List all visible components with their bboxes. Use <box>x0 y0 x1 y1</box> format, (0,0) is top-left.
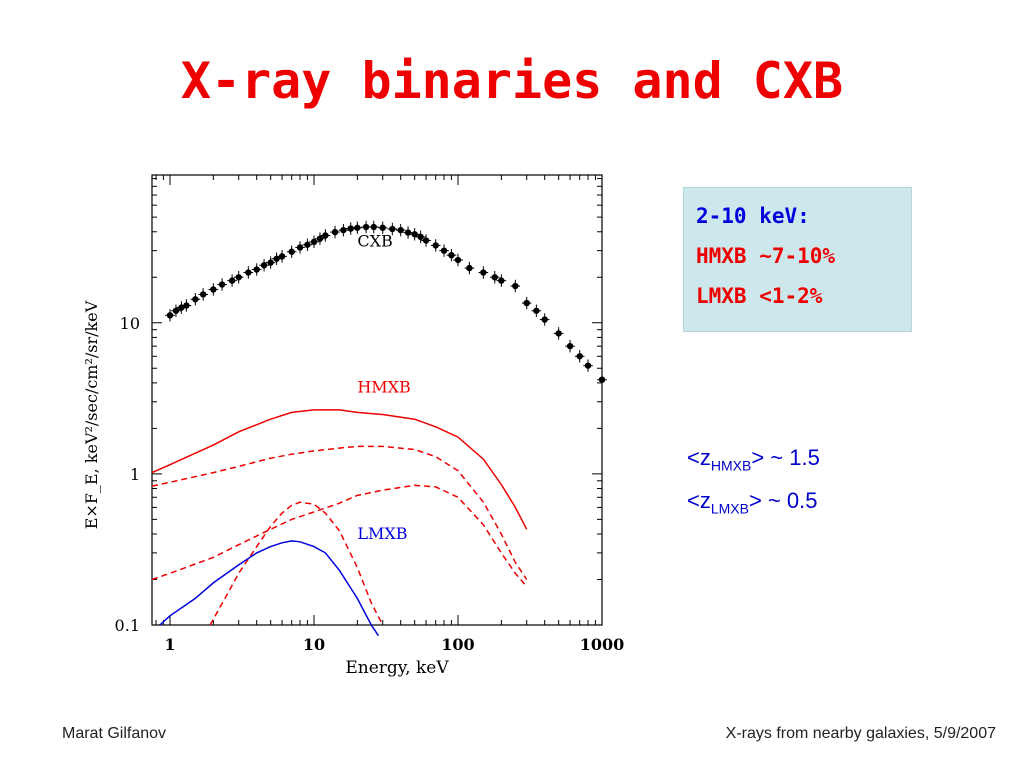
cxb-point <box>340 226 347 234</box>
cxb-point <box>278 253 286 260</box>
cxb-point <box>370 223 377 231</box>
cxb-point <box>389 225 396 233</box>
cxb-point <box>304 241 311 248</box>
y-tick-label: 10 <box>120 314 140 333</box>
component-dashed-curve <box>209 501 384 626</box>
cxb-point <box>322 232 329 239</box>
cxb-spectrum-chart: 1 10 100 1000 0.1 1 10 Energy, keV E×F_E, keV²/s… <box>82 174 625 678</box>
cxb-point <box>310 238 318 246</box>
component-dashed-curve <box>151 484 528 587</box>
cxb-point <box>316 235 324 242</box>
footer-event: X-rays from nearby galaxies, 5/9/2007 <box>725 725 996 742</box>
cxb-point <box>267 259 274 266</box>
cxb-point <box>523 299 530 307</box>
x-tick-label: 1 <box>164 635 175 654</box>
cxb-point <box>235 274 242 281</box>
cxb-point <box>166 312 174 319</box>
series-label-cxb: CXB <box>357 231 392 250</box>
cxb-point <box>183 302 190 309</box>
y-tick-label: 0.1 <box>115 616 140 635</box>
hmxb-solid-curve <box>151 409 528 530</box>
lmxb-redshift: <zLMXB> ~ 0.5 <box>687 488 818 517</box>
cxb-point <box>491 274 498 281</box>
cxb-point <box>218 281 226 288</box>
cxb-point <box>397 226 404 234</box>
cxb-point <box>172 307 180 314</box>
cxb-point <box>480 269 487 276</box>
cxb-point <box>512 282 519 290</box>
cxb-point <box>454 256 462 264</box>
x-tick-label: 10 <box>303 635 325 654</box>
cxb-point <box>199 291 207 298</box>
cxb-point <box>411 231 418 238</box>
cxb-point <box>245 269 252 276</box>
cxb-point <box>466 264 473 272</box>
cxb-point <box>576 353 583 360</box>
cxb-point <box>210 286 217 293</box>
plot-frame <box>151 174 603 626</box>
percent-box: 2-10 keV: HMXB ~7-10% LMXB <1-2% <box>683 187 912 332</box>
x-tick-label: 1000 <box>580 635 625 654</box>
cxb-point <box>362 223 370 231</box>
cxb-point <box>566 342 574 350</box>
hmxb-redshift: <zHMXB> ~ 1.5 <box>687 445 820 474</box>
cxb-point <box>192 296 199 303</box>
series-label-lmxb: LMXB <box>357 524 407 543</box>
series-label-hmxb: HMXB <box>357 378 410 397</box>
cxb-point <box>260 262 268 269</box>
cxb-point <box>296 244 304 251</box>
x-tick-label: 100 <box>441 635 474 654</box>
cxb-point <box>555 330 562 337</box>
cxb-point <box>417 233 424 241</box>
x-axis-label: Energy, keV <box>345 658 449 678</box>
lmxb-fraction: LMXB <1-2% <box>696 284 823 308</box>
cxb-point <box>273 255 280 262</box>
cxb-point <box>533 307 540 314</box>
cxb-data-points <box>165 220 607 386</box>
cxb-point <box>498 277 505 284</box>
band-label: 2-10 keV: <box>696 204 810 228</box>
cxb-point <box>253 266 260 273</box>
cxb-point <box>228 277 236 284</box>
cxb-point <box>422 237 430 244</box>
cxb-point <box>598 376 606 383</box>
footer-author: Marat Gilfanov <box>62 725 167 742</box>
cxb-point <box>379 224 386 231</box>
y-tick-label: 1 <box>130 465 140 484</box>
cxb-point <box>288 248 295 255</box>
cxb-point <box>432 242 439 249</box>
cxb-point <box>584 362 592 369</box>
hmxb-fraction: HMXB ~7-10% <box>696 244 836 268</box>
lmxb-solid-curve <box>159 540 380 637</box>
cxb-point <box>541 316 548 323</box>
cxb-point <box>440 247 448 254</box>
cxb-point <box>331 228 339 236</box>
cxb-point <box>448 251 455 259</box>
component-dashed-curve <box>151 445 528 580</box>
cxb-point <box>404 229 412 236</box>
cxb-point <box>347 225 354 232</box>
cxb-point <box>354 224 361 231</box>
y-axis-label: E×F_E, keV²/sec/cm²/sr/keV <box>82 300 101 529</box>
slide-title: X-ray binaries and CXB <box>180 52 844 110</box>
